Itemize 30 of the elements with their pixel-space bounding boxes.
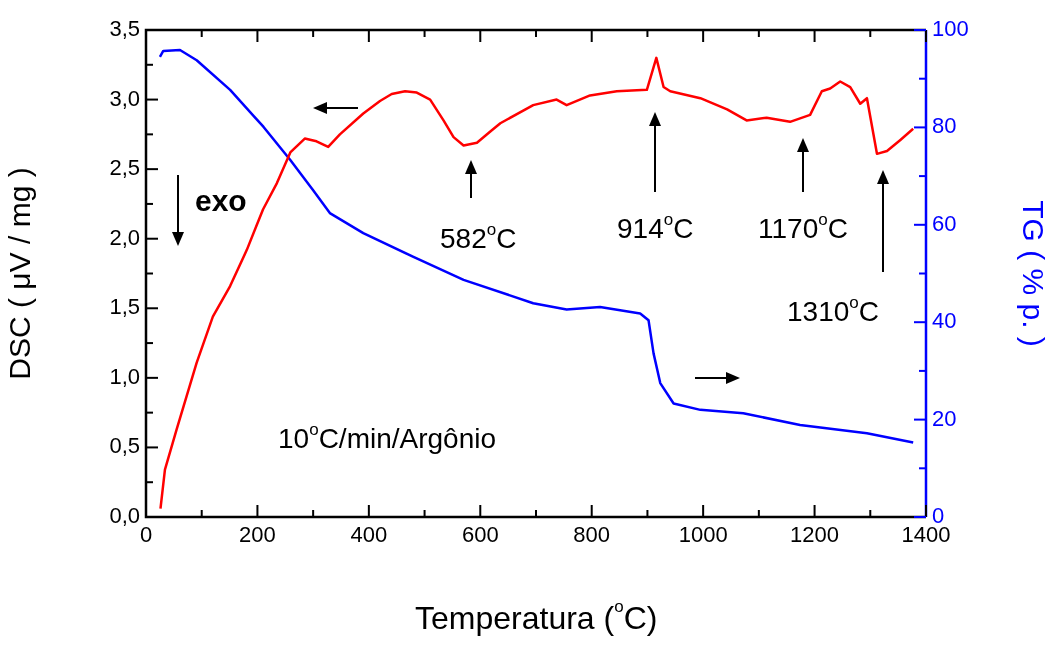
y2-tick-label: 40 <box>932 308 957 334</box>
y-tick-label: 1,0 <box>109 363 140 389</box>
y2-tick-label: 60 <box>932 210 957 236</box>
y2-tick-label: 100 <box>932 16 969 42</box>
y-tick-label: 1,5 <box>109 294 140 320</box>
y-tick-label: 0,0 <box>109 503 140 529</box>
x-tick-label: 1000 <box>678 522 728 548</box>
annotation: 1170$^{o}$C <box>758 210 848 244</box>
y-tick-label: 2,5 <box>109 155 140 181</box>
annotation: 10$^{o}$C/min/Argônio <box>278 420 497 454</box>
y2-axis-title: TG ( % p. ) <box>1016 200 1049 347</box>
y2-tick-label: 80 <box>932 113 957 139</box>
annotation: exo <box>195 184 247 217</box>
y-tick-label: 2,0 <box>109 224 140 250</box>
x-axis-title: Temperatura ($^{o}$C) <box>415 597 658 636</box>
x-tick-label: 1400 <box>901 522 951 548</box>
annotation: 914$^{o}$C <box>617 210 694 244</box>
x-tick-label: 200 <box>239 522 276 548</box>
x-tick-label: 0 <box>139 522 153 548</box>
x-tick-label: 1200 <box>790 522 840 548</box>
x-tick-label: 400 <box>350 522 388 548</box>
y-axis-title: DSC ( μV / mg ) <box>3 167 37 380</box>
annotation: 582$^{o}$C <box>440 220 517 254</box>
x-tick-label: 800 <box>573 522 611 548</box>
y2-tick-label: 20 <box>932 405 957 431</box>
x-tick-label: 600 <box>461 522 499 548</box>
y-tick-label: 0,5 <box>109 433 140 459</box>
y-tick-label: 3,5 <box>109 16 140 42</box>
y-tick-label: 3,0 <box>109 85 140 111</box>
annotation: 1310$^{o}$C <box>787 293 879 327</box>
